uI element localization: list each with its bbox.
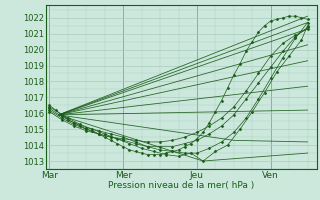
X-axis label: Pression niveau de la mer( hPa ): Pression niveau de la mer( hPa ) (108, 181, 255, 190)
